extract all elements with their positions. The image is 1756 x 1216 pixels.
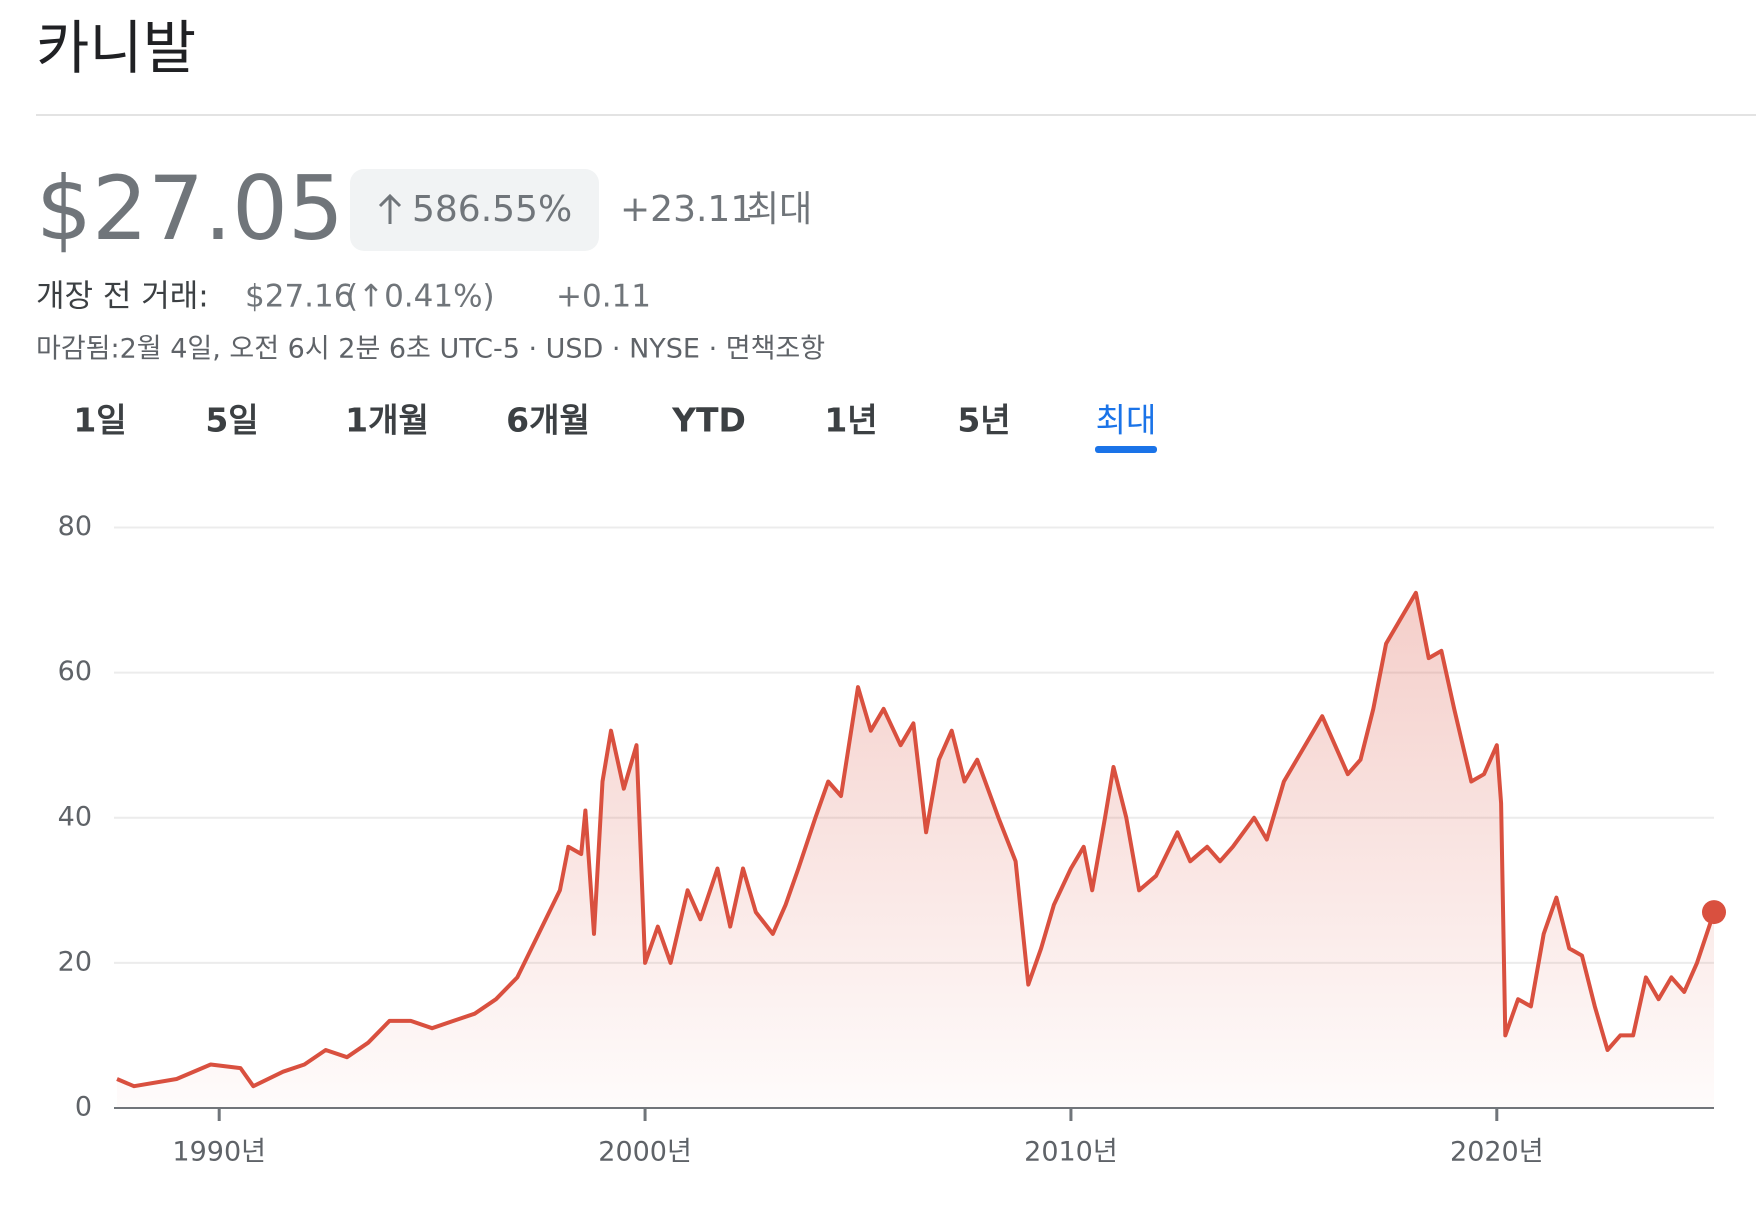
price-line bbox=[116, 590, 1716, 1089]
change-badge bbox=[350, 169, 599, 251]
x-tick-label: 1990년 bbox=[172, 1137, 266, 1168]
tab[interactable]: 5년 bbox=[957, 401, 1010, 440]
area bbox=[116, 592, 1715, 1108]
change-pct: 586.55% bbox=[412, 189, 572, 230]
tab[interactable]: 1개월 bbox=[345, 401, 429, 440]
title: 카니발 bbox=[36, 14, 196, 82]
premarket-pct: (↑0.41%) bbox=[346, 279, 495, 315]
tab[interactable]: 1일 bbox=[73, 401, 126, 440]
last-point bbox=[1702, 900, 1726, 925]
tab[interactable]: 5일 bbox=[205, 401, 258, 440]
y-tick-label: 80 bbox=[58, 511, 92, 542]
premarket-abs: +0.11 bbox=[556, 279, 651, 315]
price: $27.05 bbox=[36, 157, 344, 260]
period: 최대 bbox=[746, 189, 812, 230]
x-tick-label: 2020년 bbox=[1450, 1137, 1544, 1168]
tab[interactable]: YTD bbox=[671, 401, 746, 440]
x-tick-label: 2000년 bbox=[598, 1137, 692, 1168]
y-tick-label: 40 bbox=[58, 801, 92, 832]
y-tick-label: 60 bbox=[58, 656, 92, 687]
premarket-price: $27.16 bbox=[245, 279, 353, 315]
tab-indicator bbox=[1095, 446, 1157, 453]
x-tick-label: 2010년 bbox=[1024, 1137, 1118, 1168]
y-tick-label: 20 bbox=[58, 946, 92, 977]
change-abs: +23.11 bbox=[620, 189, 753, 230]
y-tick-label: 0 bbox=[75, 1092, 92, 1123]
up-arrow bbox=[378, 193, 402, 224]
premarket-label: 개장 전 거래: bbox=[36, 279, 209, 315]
tab[interactable]: 6개월 bbox=[506, 401, 590, 440]
tab[interactable]: 최대 bbox=[1096, 401, 1157, 440]
tab[interactable]: 1년 bbox=[824, 401, 877, 440]
meta: 마감됨:2월 4일, 오전 6시 2분 6초 UTC-5 · USD · NYS… bbox=[36, 334, 825, 365]
